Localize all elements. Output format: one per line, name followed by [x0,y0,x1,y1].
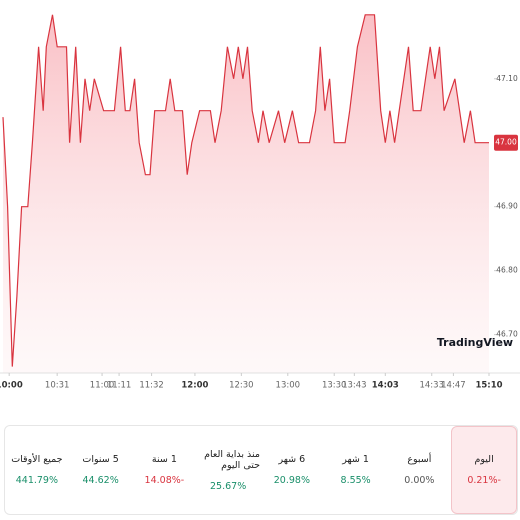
x-tick-label: 14:03 [372,381,399,391]
x-tick-label: 12:30 [229,381,254,391]
area-fill [3,14,489,374]
period-change: 441.79% [15,475,59,486]
period-label: 1 شهر [342,454,369,465]
y-tick-label: 47.10 [496,74,518,83]
period-card[interactable]: اليوم 0.21%- [451,426,517,514]
last-price-box [494,134,518,151]
x-tick-label: 10:00 [0,381,23,391]
watermark: TradingView [437,336,513,349]
period-label: 6 شهر [278,454,306,465]
x-tick-label: 10:31 [45,381,70,391]
period-label: منذ بداية العام حتى اليوم [204,448,260,471]
y-tick-label: 46.70 [496,330,518,339]
x-tick-label: 13:43 [342,381,367,391]
period-change: 20.98% [273,475,310,486]
period-label: اليوم [474,454,494,465]
period-label: 5 سنوات [82,454,119,465]
period-change: 0.00% [404,475,435,486]
x-tick-label: 13:30 [322,381,347,391]
x-tick-label: 13:00 [276,381,301,391]
period-cards: اليوم 0.21%- أسبوع 0.00% 1 شهر 8.55% 6 شهر 20.9… [4,425,518,515]
x-tick-label: 14:47 [441,381,466,391]
x-tick-label: 14:33 [419,381,444,391]
period-card[interactable]: أسبوع 0.00% [388,426,452,514]
period-change: 14.08%- [144,475,185,486]
period-card[interactable]: منذ بداية العام حتى اليوم 25.67% [196,426,260,514]
last-price-label: 47.00 [495,138,517,147]
y-tick-label: 46.90 [496,202,518,211]
period-change: 0.21%- [467,475,501,486]
period-label: 1 سنة [151,454,177,465]
period-label: أسبوع [407,454,432,465]
period-card[interactable]: 1 سنة 14.08%- [133,426,197,514]
period-label: جميع الأوقات [11,454,63,465]
period-change: 25.67% [210,480,247,492]
period-card[interactable]: جميع الأوقات 441.79% [5,426,69,514]
y-tick-label: 46.80 [496,266,518,275]
period-card[interactable]: 5 سنوات 44.62% [69,426,133,514]
price-line [2,14,489,367]
period-change: 8.55% [340,475,371,486]
x-tick-label: 11:00 [90,381,115,391]
period-card[interactable]: 6 شهر 20.98% [260,426,324,514]
x-tick-label: 11:32 [139,381,164,391]
x-tick-label: 12:00 [181,381,208,391]
period-card[interactable]: 1 شهر 8.55% [324,426,388,514]
x-tick-label: 15:10 [475,381,502,391]
x-tick-label: 11:11 [107,381,132,391]
period-change: 44.62% [82,475,119,486]
